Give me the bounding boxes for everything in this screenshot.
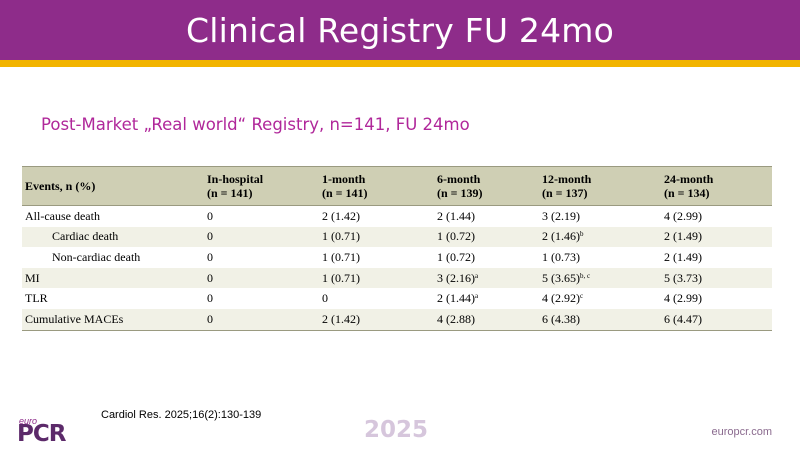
header-banner: Clinical Registry FU 24mo xyxy=(0,0,800,60)
europcr-logo-prefix: euro xyxy=(19,416,38,426)
cell-in-hospital: 0 xyxy=(207,208,213,223)
europcr-logo: PCR xyxy=(17,421,66,447)
cell-24-month: 2 (1.49) xyxy=(657,226,772,248)
table-row: TLR 0 0 2 (1.44)a 4 (2.92)c 4 (2.99) xyxy=(22,288,772,309)
cell-in-hospital: 0 xyxy=(200,308,315,331)
cell-1-month: 1 (0.71) xyxy=(315,226,430,248)
events-table: Events, n (%) In-hospital (n = 141) 1-mon… xyxy=(22,166,772,331)
row-label: All-cause death xyxy=(25,208,100,223)
cell-24-month: 4 (2.99) xyxy=(664,208,702,223)
cell-in-hospital: 0 xyxy=(200,267,315,289)
website-link: europcr.com xyxy=(711,426,772,438)
cell-24-month: 6 (4.47) xyxy=(657,308,772,331)
cell-1-month: 0 xyxy=(322,291,328,306)
cell-24-month: 4 (2.99) xyxy=(664,291,702,306)
row-label: Cardiac death xyxy=(22,226,200,248)
cell-6-month: 1 (0.72) xyxy=(430,226,535,248)
cell-6-month: 3 (2.16)a xyxy=(430,267,535,289)
table-row: Cumulative MACEs 0 2 (1.42) 4 (2.88) 6 (… xyxy=(22,308,772,331)
cell-1-month: 2 (1.42) xyxy=(322,208,360,223)
table-header-row: Events, n (%) In-hospital (n = 141) 1-mon… xyxy=(22,166,772,206)
cell-in-hospital: 0 xyxy=(200,226,315,248)
cell-1-month: 1 (0.71) xyxy=(322,249,360,264)
citation-text: Cardiol Res. 2025;16(2):130-139 xyxy=(101,409,262,421)
cell-6-month: 1 (0.72) xyxy=(437,249,475,264)
column-header-6-month: 6-month (n = 139) xyxy=(430,166,535,206)
year-label: 2025 xyxy=(363,417,428,443)
cell-6-month: 4 (2.88) xyxy=(430,308,535,331)
cell-6-month: 2 (1.44) xyxy=(437,208,475,223)
column-header-events: Events, n (%) xyxy=(22,166,200,206)
table-row: Cardiac death 0 1 (0.71) 1 (0.72) 2 (1.4… xyxy=(22,226,772,248)
table-row: Non-cardiac death 0 1 (0.71) 1 (0.72) 1 … xyxy=(22,247,772,268)
column-header-1-month: 1-month (n = 141) xyxy=(315,166,430,206)
cell-6-month: 2 (1.44)a xyxy=(437,291,479,306)
slide-title: Clinical Registry FU 24mo xyxy=(185,11,615,50)
accent-divider xyxy=(0,60,800,67)
column-header-in-hospital: In-hospital (n = 141) xyxy=(200,166,315,206)
column-header-12-month: 12-month (n = 137) xyxy=(535,166,657,206)
row-label: TLR xyxy=(25,291,48,306)
row-label: Cumulative MACEs xyxy=(22,308,200,331)
cell-12-month: 1 (0.73) xyxy=(542,249,580,264)
cell-1-month: 1 (0.71) xyxy=(315,267,430,289)
slide-subtitle: Post-Market „Real world“ Registry, n=141… xyxy=(41,115,470,134)
cell-24-month: 2 (1.49) xyxy=(664,249,702,264)
row-label: Non-cardiac death xyxy=(52,249,141,264)
cell-in-hospital: 0 xyxy=(207,249,213,264)
cell-12-month: 2 (1.46)b xyxy=(535,226,657,248)
table-row: MI 0 1 (0.71) 3 (2.16)a 5 (3.65)b, c 5 (… xyxy=(22,267,772,289)
cell-12-month: 6 (4.38) xyxy=(535,308,657,331)
cell-12-month: 5 (3.65)b, c xyxy=(535,267,657,289)
table-row: All-cause death 0 2 (1.42) 2 (1.44) 3 (2… xyxy=(22,206,772,227)
cell-in-hospital: 0 xyxy=(207,291,213,306)
cell-12-month: 4 (2.92)c xyxy=(542,291,584,306)
cell-12-month: 3 (2.19) xyxy=(542,208,580,223)
column-header-24-month: 24-month (n = 134) xyxy=(657,166,772,206)
row-label: MI xyxy=(22,267,200,289)
cell-24-month: 5 (3.73) xyxy=(657,267,772,289)
cell-1-month: 2 (1.42) xyxy=(315,308,430,331)
